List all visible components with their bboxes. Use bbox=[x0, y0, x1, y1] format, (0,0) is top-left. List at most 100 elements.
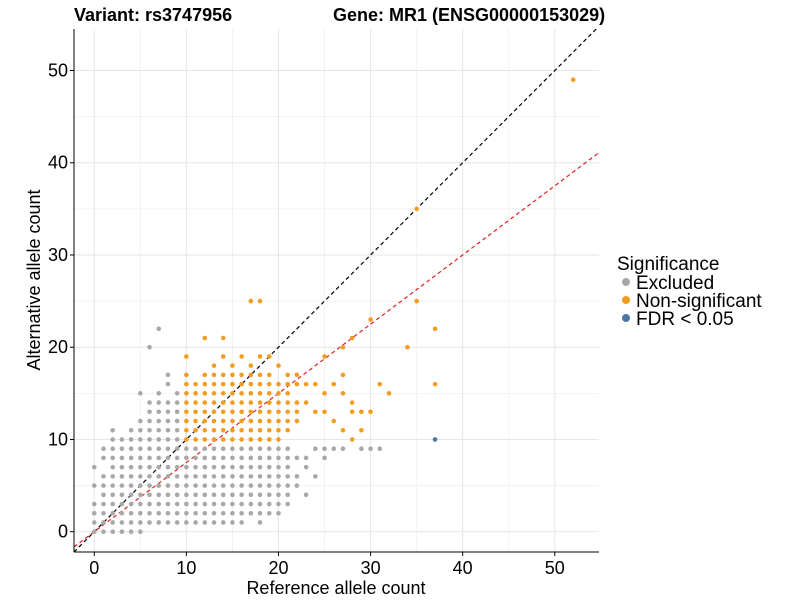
data-point-non-significant bbox=[211, 409, 217, 415]
data-point-excluded bbox=[248, 464, 254, 470]
data-point-excluded bbox=[147, 474, 152, 479]
data-point-excluded bbox=[202, 520, 208, 525]
data-point-excluded bbox=[156, 418, 162, 424]
data-point-excluded bbox=[239, 455, 244, 461]
data-point-non-significant bbox=[220, 335, 226, 341]
data-point-non-significant bbox=[239, 427, 244, 433]
data-point-excluded bbox=[322, 455, 327, 461]
data-point-non-significant bbox=[257, 409, 263, 415]
data-point-excluded bbox=[248, 455, 254, 461]
data-point-excluded bbox=[230, 510, 235, 516]
data-point-excluded bbox=[156, 437, 162, 442]
data-point-non-significant bbox=[202, 381, 208, 387]
data-point-non-significant bbox=[220, 381, 226, 387]
data-point-excluded bbox=[266, 510, 272, 516]
data-point-excluded bbox=[165, 520, 171, 525]
data-point-excluded bbox=[147, 520, 152, 525]
data-point-non-significant bbox=[257, 437, 263, 442]
data-point-non-significant bbox=[202, 437, 208, 442]
data-point-excluded bbox=[119, 464, 125, 470]
data-point-excluded bbox=[147, 400, 152, 405]
data-point-excluded bbox=[276, 446, 281, 451]
data-point-excluded bbox=[202, 474, 208, 479]
data-point-non-significant bbox=[211, 381, 217, 387]
data-point-excluded bbox=[165, 437, 171, 442]
data-point-non-significant bbox=[184, 381, 189, 387]
data-point-non-significant bbox=[230, 372, 235, 378]
data-point-excluded bbox=[239, 483, 244, 488]
x-tick-label: 40 bbox=[453, 558, 473, 578]
data-point-excluded bbox=[276, 474, 281, 479]
data-point-excluded bbox=[138, 418, 143, 424]
y-tick-label: 20 bbox=[48, 337, 68, 357]
data-point-non-significant bbox=[184, 418, 189, 424]
data-point-excluded bbox=[230, 455, 235, 461]
data-point-excluded bbox=[276, 455, 281, 461]
data-point-excluded bbox=[138, 501, 143, 507]
data-point-non-significant bbox=[239, 372, 244, 378]
data-point-excluded bbox=[174, 391, 180, 396]
data-point-excluded bbox=[266, 474, 272, 479]
data-point-excluded bbox=[368, 446, 373, 451]
data-point-excluded bbox=[184, 510, 189, 516]
data-point-excluded bbox=[156, 520, 162, 525]
data-point-excluded bbox=[165, 510, 171, 516]
y-axis-title: Alternative allele count bbox=[24, 189, 44, 370]
data-point-non-significant bbox=[211, 418, 217, 424]
legend-title: Significance bbox=[617, 254, 719, 275]
data-point-excluded bbox=[266, 446, 272, 451]
data-point-excluded bbox=[285, 474, 290, 479]
data-point-excluded bbox=[119, 474, 125, 479]
data-point-excluded bbox=[276, 510, 281, 516]
data-point-excluded bbox=[156, 510, 162, 516]
data-point-excluded bbox=[211, 501, 217, 507]
data-point-excluded bbox=[359, 446, 364, 451]
data-point-excluded bbox=[257, 483, 263, 488]
data-point-excluded bbox=[91, 483, 97, 488]
data-point-excluded bbox=[110, 510, 115, 516]
data-point-non-significant bbox=[294, 400, 300, 405]
y-axis-ticks: 0 10 20 30 40 50 bbox=[48, 61, 74, 542]
data-point-non-significant bbox=[276, 418, 281, 424]
data-point-excluded bbox=[110, 520, 115, 525]
data-point-non-significant bbox=[405, 344, 410, 350]
data-point-non-significant bbox=[193, 381, 198, 387]
data-point-non-significant bbox=[230, 381, 235, 387]
data-point-excluded bbox=[101, 455, 106, 461]
data-point-excluded bbox=[128, 474, 134, 479]
data-point-excluded bbox=[138, 464, 143, 470]
data-point-excluded bbox=[165, 492, 171, 498]
data-point-excluded bbox=[239, 446, 244, 451]
data-point-excluded bbox=[165, 501, 171, 507]
data-point-non-significant bbox=[303, 381, 309, 387]
data-point-excluded bbox=[91, 510, 97, 516]
data-point-non-significant bbox=[220, 418, 226, 424]
data-point-excluded bbox=[211, 446, 217, 451]
data-point-excluded bbox=[285, 483, 290, 488]
y-tick-label: 0 bbox=[58, 522, 68, 542]
data-point-excluded bbox=[174, 418, 180, 424]
data-point-excluded bbox=[248, 492, 254, 498]
data-point-non-significant bbox=[239, 418, 244, 424]
data-point-excluded bbox=[174, 427, 180, 433]
data-point-excluded bbox=[266, 501, 272, 507]
data-point-non-significant bbox=[257, 354, 263, 359]
legend-label-excluded: Excluded bbox=[636, 273, 714, 294]
data-point-non-significant bbox=[239, 391, 244, 396]
data-point-non-significant bbox=[266, 427, 272, 433]
data-point-excluded bbox=[230, 464, 235, 470]
data-point-non-significant bbox=[294, 372, 300, 378]
data-point-non-significant bbox=[211, 372, 217, 378]
legend-label-non-significant: Non-significant bbox=[636, 291, 762, 312]
data-point-excluded bbox=[174, 510, 180, 516]
data-point-non-significant bbox=[193, 437, 198, 442]
data-point-non-significant bbox=[340, 344, 346, 350]
data-point-excluded bbox=[174, 520, 180, 525]
data-point-non-significant bbox=[220, 400, 226, 405]
data-point-non-significant bbox=[230, 437, 235, 442]
data-point-excluded bbox=[128, 446, 134, 451]
data-point-excluded bbox=[257, 446, 263, 451]
data-point-excluded bbox=[313, 446, 318, 451]
data-point-non-significant bbox=[257, 298, 263, 304]
data-point-excluded bbox=[91, 501, 97, 507]
